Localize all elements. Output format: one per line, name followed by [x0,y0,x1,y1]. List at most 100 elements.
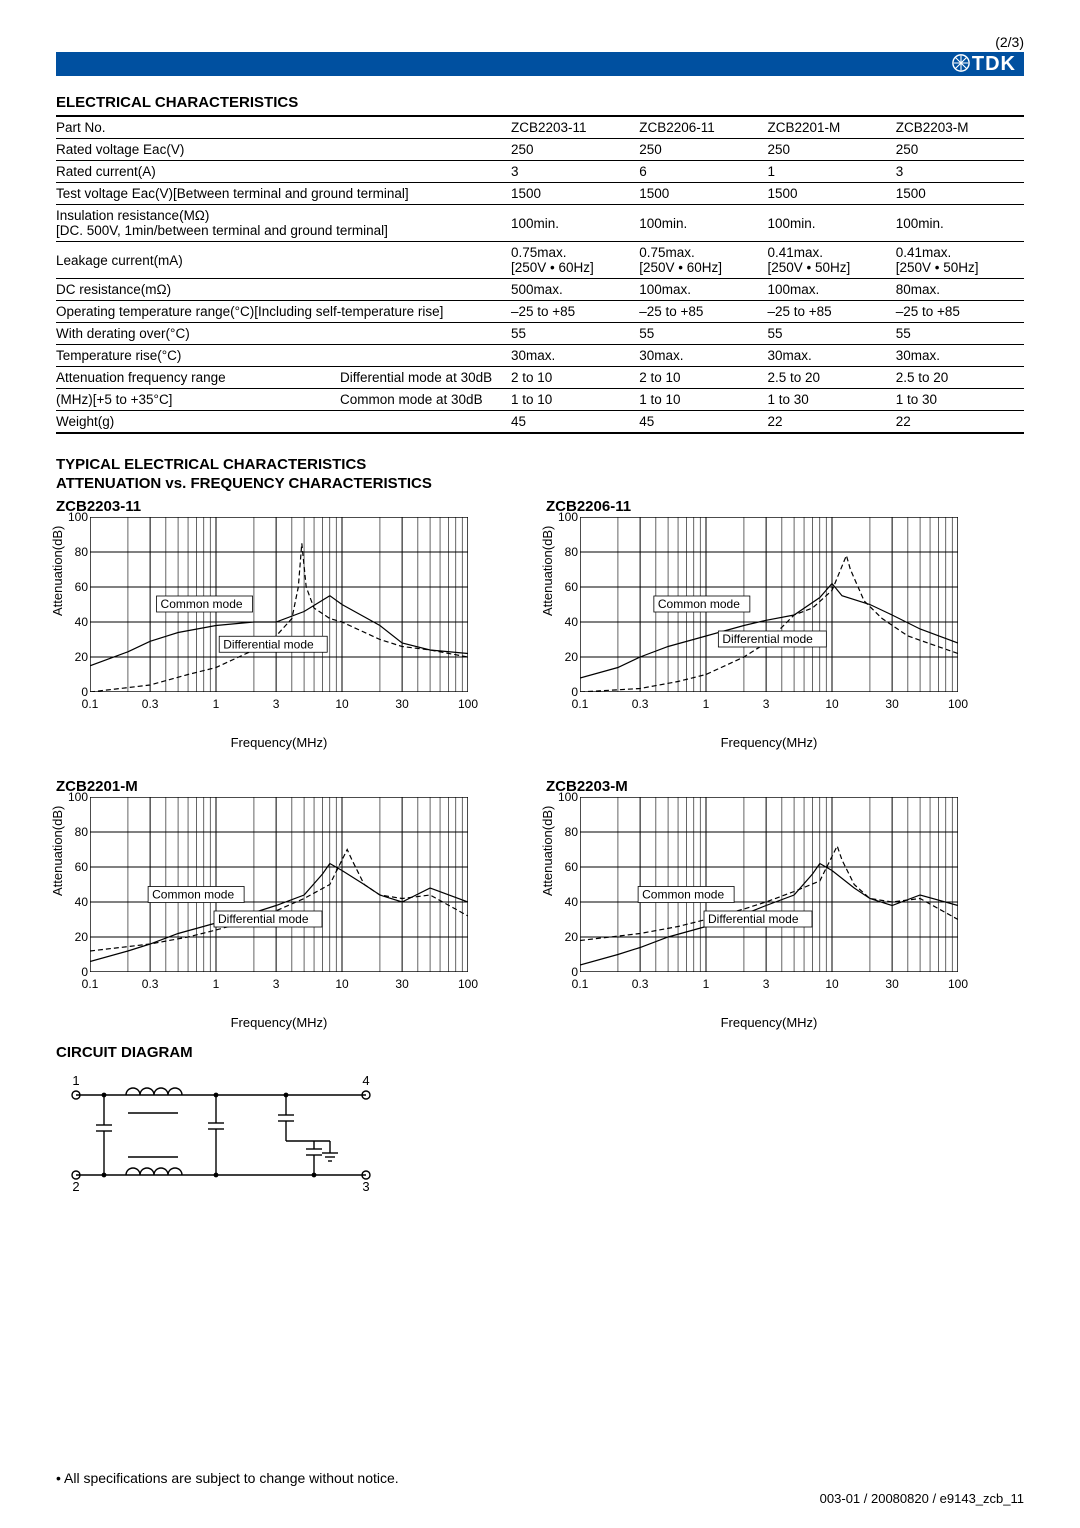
svg-text:Differential mode: Differential mode [722,632,813,646]
x-tick: 3 [273,977,280,991]
table-row: Weight(g)45452222 [56,411,1024,434]
table-row: With derating over(°C)55555555 [56,323,1024,345]
table-cell: 30max. [511,345,639,367]
plot: 020406080100Attenuation(dB)Common modeDi… [56,517,486,715]
table-cell: 2 to 10 [511,367,639,389]
section-circuit: CIRCUIT DIAGRAM [56,1044,1024,1061]
table-row: Operating temperature range(°C)[Includin… [56,301,1024,323]
page: (2/3) TDK ELECTRICAL CHARACTERISTICS Par… [0,0,1080,1528]
table-cell: Attenuation frequency range [56,367,340,389]
table-cell: 100min. [896,205,1024,242]
table-cell: 2 to 10 [639,367,767,389]
table-cell: –25 to +85 [511,301,639,323]
table-cell: 1500 [896,183,1024,205]
x-tick: 30 [395,977,408,991]
chart: ZCB2203-M020406080100Attenuation(dB)Comm… [546,774,986,1030]
table-cell: 250 [511,139,639,161]
y-tick: 20 [64,650,88,664]
y-tick: 60 [554,580,578,594]
brand-bar: TDK [56,52,1024,76]
svg-text:4: 4 [362,1073,369,1088]
table-row: Temperature rise(°C)30max.30max.30max.30… [56,345,1024,367]
svg-text:Differential mode: Differential mode [218,912,309,926]
chart-title: ZCB2201-M [56,778,496,795]
plot: 020406080100Attenuation(dB)Common modeDi… [546,517,976,715]
y-tick: 100 [64,790,88,804]
x-tick: 10 [825,697,838,711]
chart: ZCB2206-11020406080100Attenuation(dB)Com… [546,494,986,750]
table-cell: 30max. [639,345,767,367]
table-cell: –25 to +85 [768,301,896,323]
y-tick: 60 [64,580,88,594]
y-tick: 80 [554,825,578,839]
table-cell: –25 to +85 [896,301,1024,323]
x-tick: 0.3 [632,977,649,991]
table-cell: 1 to 10 [511,389,639,411]
x-tick: 0.3 [142,697,159,711]
spec-table: Part No.ZCB2203-11ZCB2206-11ZCB2201-MZCB… [56,115,1024,434]
table-cell: 0.75max.[250V • 60Hz] [511,242,639,279]
table-cell: 3 [896,161,1024,183]
table-cell: 1 [768,161,896,183]
table-cell: –25 to +85 [639,301,767,323]
table-cell: 45 [511,411,639,434]
x-tick: 3 [763,697,770,711]
table-cell: 45 [639,411,767,434]
table-cell: 1 to 10 [639,389,767,411]
section-typical: TYPICAL ELECTRICAL CHARACTERISTICS [56,456,1024,473]
svg-text:3: 3 [362,1179,369,1194]
y-tick: 60 [554,860,578,874]
y-tick: 80 [64,545,88,559]
section-electrical: ELECTRICAL CHARACTERISTICS [56,94,1024,111]
table-row: Leakage current(mA)0.75max.[250V • 60Hz]… [56,242,1024,279]
table-cell: With derating over(°C) [56,323,511,345]
y-tick: 40 [554,615,578,629]
y-axis-label: Attenuation(dB) [540,526,555,616]
table-cell: Operating temperature range(°C)[Includin… [56,301,511,323]
table-cell: 1500 [639,183,767,205]
chart-title: ZCB2203-11 [56,498,496,515]
svg-text:Differential mode: Differential mode [708,912,799,926]
table-cell: ZCB2203-11 [511,116,639,139]
table-cell: 1500 [511,183,639,205]
table-cell: 3 [511,161,639,183]
plot: 020406080100Attenuation(dB)Common modeDi… [56,797,486,995]
y-axis-label: Attenuation(dB) [50,526,65,616]
x-tick: 30 [885,977,898,991]
table-cell: 2.5 to 20 [896,367,1024,389]
plot-svg: Common modeDifferential mode [580,797,958,972]
x-tick: 100 [458,977,478,991]
section-attenuation: ATTENUATION vs. FREQUENCY CHARACTERISTIC… [56,475,1024,492]
table-cell: 100max. [768,279,896,301]
table-row: Attenuation frequency rangeDifferential … [56,367,1024,389]
table-cell: ZCB2203-M [896,116,1024,139]
table-cell: 250 [768,139,896,161]
table-cell: (MHz)[+5 to +35°C] [56,389,340,411]
table-cell: Common mode at 30dB [340,389,511,411]
table-cell: 55 [639,323,767,345]
table-cell: 22 [896,411,1024,434]
doc-id: 003-01 / 20080820 / e9143_zcb_11 [820,1491,1024,1506]
x-tick: 30 [395,697,408,711]
table-cell: Test voltage Eac(V)[Between terminal and… [56,183,511,205]
table-cell: 0.41max.[250V • 50Hz] [768,242,896,279]
y-axis-label: Attenuation(dB) [50,806,65,896]
y-tick: 100 [554,510,578,524]
x-tick: 10 [335,977,348,991]
table-row: DC resistance(mΩ)500max.100max.100max.80… [56,279,1024,301]
table-cell: ZCB2201-M [768,116,896,139]
circuit-svg: 1243 [56,1067,386,1197]
x-tick: 30 [885,697,898,711]
svg-text:1: 1 [72,1073,79,1088]
x-tick: 10 [335,697,348,711]
table-cell: 250 [639,139,767,161]
y-tick: 80 [64,825,88,839]
table-cell: 1 to 30 [768,389,896,411]
x-tick: 3 [763,977,770,991]
y-tick: 40 [64,895,88,909]
x-tick: 100 [458,697,478,711]
table-cell: ZCB2206-11 [639,116,767,139]
x-tick: 0.1 [572,977,589,991]
charts-grid: ZCB2203-11020406080100Attenuation(dB)Com… [56,494,1024,1030]
table-cell: 100max. [639,279,767,301]
